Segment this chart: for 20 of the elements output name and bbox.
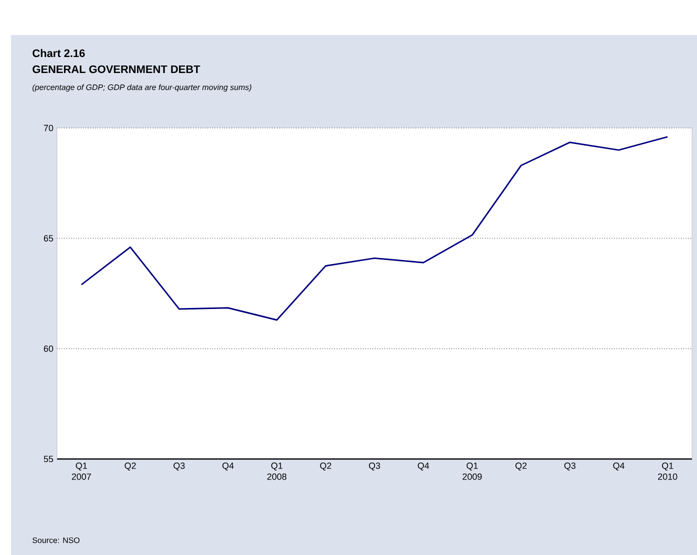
x-tick-label: Q1 2007 <box>72 462 91 480</box>
x-tick-label: Q1 2010 <box>658 462 678 480</box>
x-tick-label: Q3 <box>174 462 185 470</box>
x-tick-label: Q4 <box>222 462 234 470</box>
y-tick-label: 55 <box>44 456 54 462</box>
y-tick-label: 70 <box>44 124 54 132</box>
x-tick-label: Q3 <box>564 462 576 470</box>
y-tick-label: 60 <box>44 345 54 352</box>
chart-subtitle: GENERAL GOVERNMENT DEBT <box>32 65 200 74</box>
y-tick-label: 65 <box>44 235 54 242</box>
x-tick-label: Q2 <box>320 462 332 470</box>
x-tick-label: Q2 <box>515 462 527 470</box>
x-tick-label: Q4 <box>613 462 624 470</box>
x-tick-label: Q3 <box>368 462 380 470</box>
x-tick-label: Q1 2009 <box>462 462 482 480</box>
x-tick-label: Q4 <box>418 462 430 470</box>
line-series <box>80 136 668 321</box>
chart-title: Chart 2.16 <box>32 49 85 58</box>
x-tick-label: Q1 2008 <box>267 462 286 480</box>
x-tick-label: Q2 <box>124 462 136 470</box>
